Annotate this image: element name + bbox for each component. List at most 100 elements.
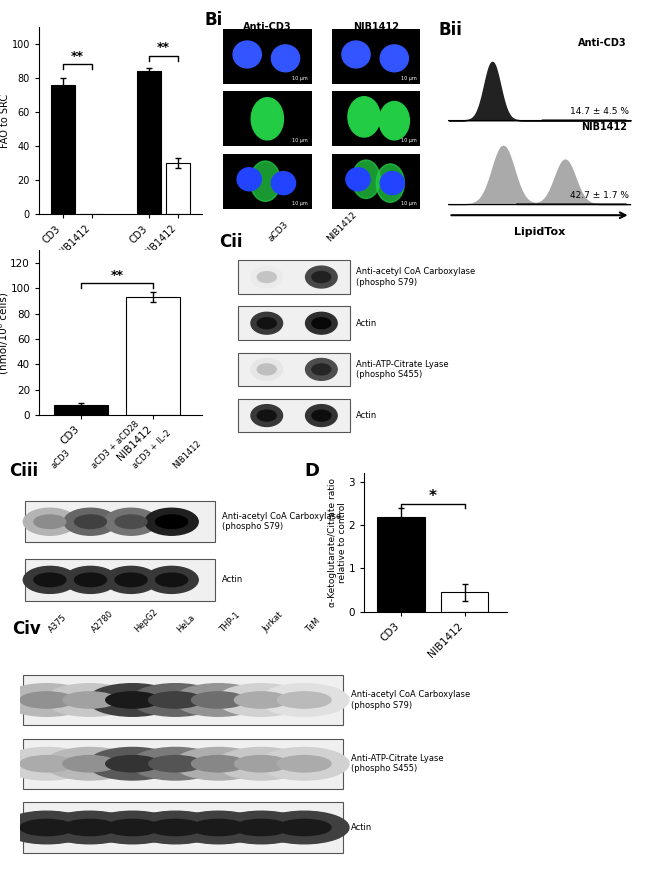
Bar (126, 297, 181, 415)
Text: 10 μm: 10 μm (292, 76, 307, 81)
Ellipse shape (20, 692, 73, 708)
Ellipse shape (20, 820, 73, 836)
Circle shape (237, 168, 261, 191)
Ellipse shape (312, 318, 331, 329)
FancyBboxPatch shape (223, 91, 312, 146)
Ellipse shape (75, 515, 107, 529)
Text: aCD3 + IL-2: aCD3 + IL-2 (131, 429, 173, 471)
FancyBboxPatch shape (238, 399, 350, 432)
Ellipse shape (34, 573, 66, 587)
Text: NIB1412: NIB1412 (325, 210, 358, 244)
Y-axis label: Acetyl-CoA
(nmol/10⁶ cells): Acetyl-CoA (nmol/10⁶ cells) (0, 292, 9, 373)
Text: -Glu: -Glu (153, 274, 174, 284)
FancyBboxPatch shape (238, 353, 350, 386)
Ellipse shape (63, 692, 116, 708)
FancyBboxPatch shape (223, 29, 312, 84)
Y-axis label: % contribution of
FAO to SRC: % contribution of FAO to SRC (0, 79, 10, 163)
FancyBboxPatch shape (332, 29, 421, 84)
Ellipse shape (257, 318, 276, 329)
Text: aCD3 + aCD28: aCD3 + aCD28 (90, 420, 142, 471)
Text: Actin: Actin (356, 411, 377, 420)
Ellipse shape (174, 747, 263, 780)
Ellipse shape (115, 573, 147, 587)
Text: NIB1412: NIB1412 (353, 22, 399, 32)
Text: 14.7 ± 4.5 %: 14.7 ± 4.5 % (569, 106, 629, 116)
Ellipse shape (306, 266, 337, 288)
Ellipse shape (105, 508, 158, 535)
Ellipse shape (145, 566, 198, 593)
Circle shape (380, 45, 408, 71)
Ellipse shape (131, 811, 220, 844)
FancyBboxPatch shape (23, 739, 343, 789)
Text: Actin: Actin (351, 823, 372, 832)
Ellipse shape (251, 266, 283, 288)
FancyBboxPatch shape (238, 260, 350, 294)
Text: LipidTox: LipidTox (514, 227, 565, 237)
Text: NIB1412: NIB1412 (581, 122, 627, 132)
Ellipse shape (306, 313, 337, 334)
Ellipse shape (278, 755, 331, 772)
Ellipse shape (352, 160, 380, 198)
Text: Bii: Bii (439, 21, 463, 39)
Text: 10 μm: 10 μm (292, 138, 307, 143)
Text: 10 μm: 10 μm (400, 138, 417, 143)
Ellipse shape (131, 747, 220, 780)
Ellipse shape (306, 358, 337, 380)
Bar (137, 71, 161, 214)
Ellipse shape (149, 820, 202, 836)
Ellipse shape (20, 755, 73, 772)
Ellipse shape (192, 755, 245, 772)
Bar (166, 163, 190, 214)
Ellipse shape (34, 515, 66, 529)
Text: Anti-CD3: Anti-CD3 (243, 22, 292, 32)
Text: HepG2: HepG2 (133, 607, 159, 634)
Text: **: ** (111, 269, 124, 282)
Text: 10 μm: 10 μm (400, 76, 417, 81)
Circle shape (342, 41, 370, 68)
Bar (441, 592, 488, 612)
Circle shape (272, 45, 300, 71)
Text: 10 μm: 10 μm (292, 201, 307, 205)
Circle shape (380, 171, 404, 195)
Text: Bi: Bi (205, 11, 223, 29)
Ellipse shape (312, 271, 331, 282)
Ellipse shape (45, 747, 135, 780)
Text: Anti-acetyl CoA Carboxylase
(phospho S79): Anti-acetyl CoA Carboxylase (phospho S79… (356, 267, 475, 287)
Ellipse shape (278, 692, 331, 708)
Text: NIB1412: NIB1412 (172, 438, 203, 471)
Ellipse shape (2, 811, 92, 844)
Ellipse shape (216, 811, 306, 844)
Ellipse shape (216, 747, 306, 780)
Text: Anti-CD3: Anti-CD3 (578, 38, 627, 48)
Ellipse shape (235, 820, 288, 836)
Ellipse shape (278, 820, 331, 836)
Text: Anti-ATP-Citrate Lyase
(phospho S455): Anti-ATP-Citrate Lyase (phospho S455) (351, 754, 443, 773)
Ellipse shape (251, 97, 283, 140)
Text: 42.7 ± 1.7 %: 42.7 ± 1.7 % (569, 190, 629, 199)
Text: A375: A375 (47, 613, 68, 634)
Ellipse shape (64, 508, 117, 535)
Ellipse shape (312, 364, 331, 375)
FancyBboxPatch shape (332, 154, 421, 209)
Text: Cii: Cii (220, 233, 243, 251)
Ellipse shape (257, 271, 276, 282)
Ellipse shape (250, 161, 280, 201)
Ellipse shape (312, 410, 331, 421)
Ellipse shape (64, 566, 117, 593)
Circle shape (272, 171, 296, 195)
Ellipse shape (63, 755, 116, 772)
Ellipse shape (149, 755, 202, 772)
Text: Anti-acetyl CoA Carboxylase
(phospho S79): Anti-acetyl CoA Carboxylase (phospho S79… (351, 690, 470, 710)
Text: *: * (429, 488, 437, 504)
Ellipse shape (155, 515, 188, 529)
Ellipse shape (251, 313, 283, 334)
Ellipse shape (379, 102, 410, 140)
Circle shape (346, 168, 370, 191)
Text: +Glu: +Glu (65, 274, 90, 284)
Text: HeLa: HeLa (176, 613, 197, 634)
Ellipse shape (106, 692, 159, 708)
Ellipse shape (259, 747, 349, 780)
Ellipse shape (106, 755, 159, 772)
Bar (51, 85, 75, 214)
Text: D: D (304, 463, 319, 480)
